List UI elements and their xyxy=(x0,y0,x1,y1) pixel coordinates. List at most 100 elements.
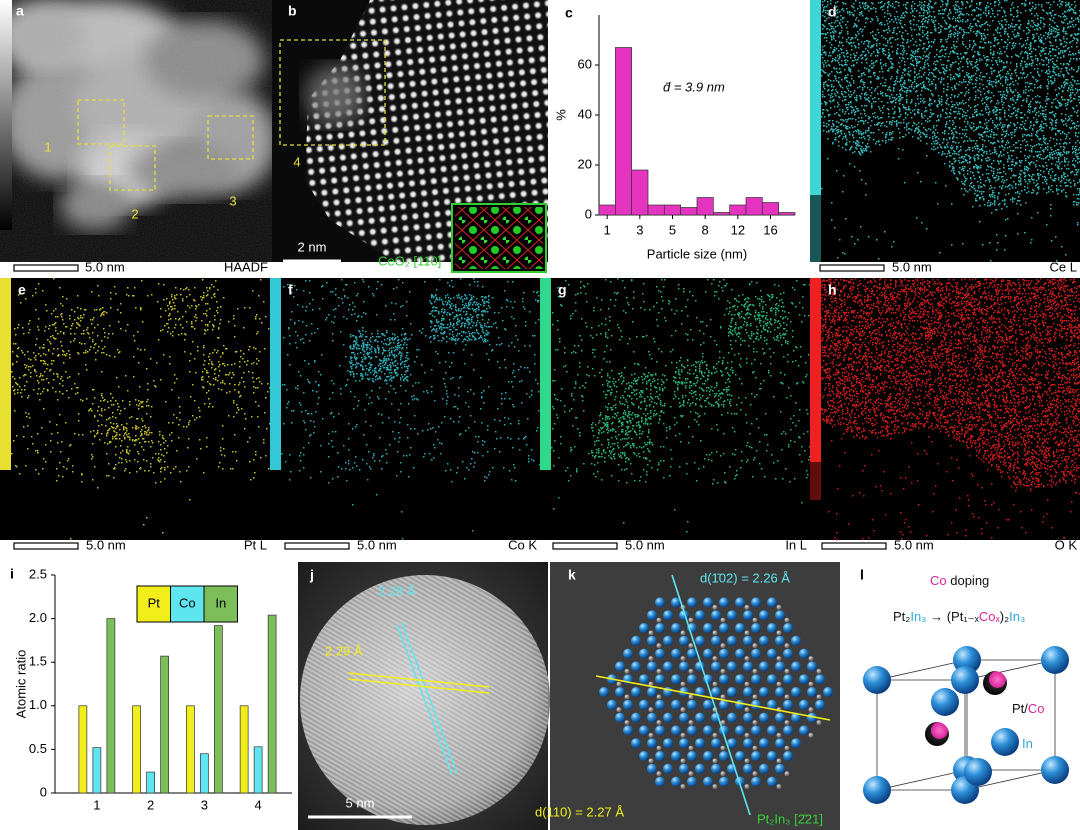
cube-edge xyxy=(964,769,1056,791)
atom xyxy=(655,674,665,685)
bar xyxy=(745,197,763,216)
atom-small xyxy=(656,617,662,623)
formula-part: → (Pt₁₋ₓ xyxy=(926,609,979,624)
atom xyxy=(655,623,665,633)
noise xyxy=(0,0,272,262)
atom xyxy=(735,623,745,633)
atom xyxy=(639,751,649,761)
atom xyxy=(759,712,769,723)
atom-small xyxy=(776,630,782,636)
atom-small xyxy=(680,630,686,636)
atom xyxy=(615,712,625,723)
atom-small xyxy=(808,707,814,713)
panel-label: c xyxy=(565,5,573,21)
atom xyxy=(767,623,777,633)
plane-label: d(1̄02) = 2.26 Å xyxy=(700,570,790,585)
atom xyxy=(671,597,681,608)
atom xyxy=(759,635,769,646)
atom xyxy=(767,648,777,659)
panel-label: i xyxy=(10,566,14,582)
atom-small xyxy=(752,694,758,700)
atom-small xyxy=(784,694,790,700)
colorbar xyxy=(0,278,11,470)
atom xyxy=(647,738,657,749)
panel-label: g xyxy=(558,282,567,298)
atom-small xyxy=(776,656,782,662)
x-tick-label: 16 xyxy=(763,222,777,237)
atom xyxy=(599,687,609,697)
element-signal xyxy=(821,0,1080,262)
site-label-part: Co xyxy=(1028,701,1045,716)
atom xyxy=(631,712,641,723)
scale-label: 5.0 nm xyxy=(894,537,934,552)
atom-small xyxy=(784,617,790,623)
colorbar xyxy=(810,278,821,462)
atom xyxy=(775,610,785,621)
atom-small xyxy=(784,771,790,777)
site-label: In xyxy=(1022,736,1033,751)
atom xyxy=(663,661,673,672)
atom xyxy=(639,623,649,633)
atom-small xyxy=(648,707,654,713)
atom xyxy=(719,674,729,685)
atom xyxy=(807,687,817,697)
atom xyxy=(775,763,785,774)
region-box xyxy=(207,115,254,160)
y-tick-label: 2.0 xyxy=(29,610,47,625)
y-tick-label: 0 xyxy=(40,784,47,799)
bar xyxy=(614,47,633,216)
atom-small xyxy=(656,643,662,649)
doping-label-part: doping xyxy=(947,573,990,588)
atom xyxy=(655,699,665,710)
y-axis-label: % xyxy=(553,109,568,121)
atom xyxy=(727,712,737,723)
atom-small xyxy=(808,681,814,687)
atom-small xyxy=(776,732,782,738)
atom-small xyxy=(720,745,726,751)
atom xyxy=(623,699,633,710)
atom xyxy=(815,674,825,685)
scale-label: 5.0 nm xyxy=(86,537,126,552)
plane-line xyxy=(595,675,831,721)
atom-small xyxy=(752,617,758,623)
atom xyxy=(807,661,817,672)
atom xyxy=(687,674,697,685)
atom-small xyxy=(712,784,718,790)
bar xyxy=(132,705,141,794)
atom xyxy=(671,623,681,633)
atom xyxy=(623,648,633,659)
atom xyxy=(767,674,777,685)
atom xyxy=(695,635,705,646)
x-tick-label: 3 xyxy=(201,797,208,812)
bar xyxy=(647,204,665,216)
bar xyxy=(778,212,796,216)
bar xyxy=(761,202,780,216)
atom-small xyxy=(720,720,726,726)
atom-small xyxy=(752,668,758,674)
atom xyxy=(695,610,705,621)
inset-structure xyxy=(455,207,543,269)
bar xyxy=(663,204,682,216)
atom-small xyxy=(776,784,782,790)
y-tick-label: 0.5 xyxy=(29,741,47,756)
atom xyxy=(799,674,809,685)
map-background xyxy=(0,278,270,540)
atom xyxy=(823,687,833,697)
y-tick-label: 0 xyxy=(585,206,592,221)
atom-small xyxy=(816,720,822,726)
atom xyxy=(799,648,809,659)
atom xyxy=(719,648,729,659)
atom xyxy=(687,597,697,608)
y-tick-label: 40 xyxy=(578,106,592,121)
legend-label: Pt xyxy=(148,595,161,610)
bar xyxy=(696,197,714,216)
atom-small xyxy=(648,630,654,636)
atom xyxy=(783,674,793,685)
atom xyxy=(719,776,729,787)
atom xyxy=(751,623,761,633)
lattice xyxy=(305,0,548,262)
atom xyxy=(703,699,713,710)
atom xyxy=(671,674,681,685)
atom-small xyxy=(776,604,782,610)
formula: Pt₂In₃ → (Pt₁₋ₓCoₓ)₂In₃ xyxy=(893,609,1025,624)
